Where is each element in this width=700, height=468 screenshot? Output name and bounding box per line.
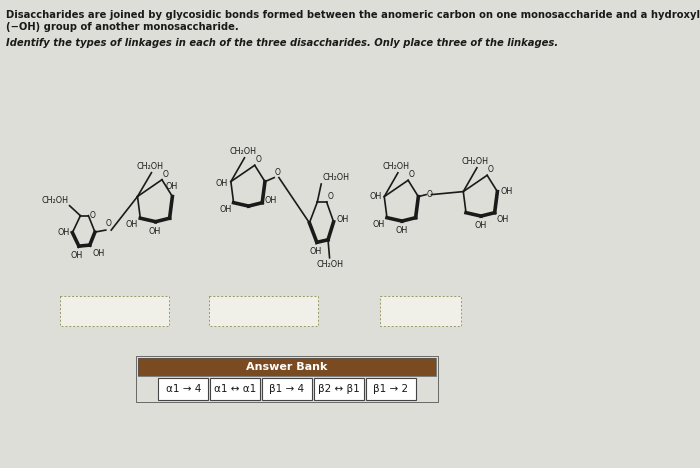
Text: (−OH) group of another monosaccharide.: (−OH) group of another monosaccharide.: [6, 22, 239, 32]
FancyBboxPatch shape: [60, 296, 169, 326]
Text: OH: OH: [126, 220, 138, 229]
Text: OH: OH: [500, 187, 512, 196]
Text: O: O: [488, 165, 494, 174]
Text: α1 ↔ α1: α1 ↔ α1: [214, 384, 256, 394]
Text: OH: OH: [309, 247, 321, 256]
Text: OH: OH: [93, 249, 105, 258]
Text: OH: OH: [265, 196, 277, 205]
Text: OH: OH: [497, 215, 509, 224]
Text: OH: OH: [71, 251, 83, 260]
Text: O: O: [106, 219, 112, 228]
Text: CH₂OH: CH₂OH: [41, 196, 68, 205]
Text: β2 ↔ β1: β2 ↔ β1: [318, 384, 360, 394]
Text: CH₂OH: CH₂OH: [136, 162, 163, 171]
Text: OH: OH: [474, 221, 486, 230]
FancyBboxPatch shape: [210, 378, 260, 400]
Text: OH: OH: [372, 219, 385, 229]
Text: O: O: [427, 190, 433, 199]
FancyBboxPatch shape: [314, 378, 364, 400]
Text: α1 → 4: α1 → 4: [165, 384, 201, 394]
Text: O: O: [275, 168, 281, 176]
Bar: [138, 358, 436, 376]
Text: OH: OH: [337, 215, 349, 224]
Text: OH: OH: [216, 179, 228, 188]
Text: OH: OH: [219, 205, 231, 214]
FancyBboxPatch shape: [209, 296, 318, 326]
Text: O: O: [256, 155, 261, 164]
Text: OH: OH: [58, 228, 70, 237]
FancyBboxPatch shape: [262, 378, 312, 400]
FancyBboxPatch shape: [379, 296, 461, 326]
Text: CH₂OH: CH₂OH: [323, 173, 350, 182]
Text: O: O: [328, 192, 333, 201]
Text: CH₂OH: CH₂OH: [462, 157, 489, 166]
Text: OH: OH: [370, 192, 382, 201]
Text: O: O: [409, 170, 415, 179]
Text: OH: OH: [148, 227, 161, 236]
Text: CH₂OH: CH₂OH: [383, 162, 410, 171]
Text: OH: OH: [165, 182, 177, 190]
Text: CH₂OH: CH₂OH: [230, 147, 256, 156]
Text: Disaccharides are joined by glycosidic bonds formed between the anomeric carbon : Disaccharides are joined by glycosidic b…: [6, 10, 700, 20]
Bar: [136, 356, 438, 402]
Text: Answer Bank: Answer Bank: [246, 362, 328, 372]
FancyBboxPatch shape: [366, 378, 416, 400]
Text: β1 → 4: β1 → 4: [270, 384, 304, 394]
Bar: [138, 358, 436, 376]
Text: O: O: [162, 170, 169, 179]
Text: β1 → 2: β1 → 2: [373, 384, 408, 394]
Text: CH₂OH: CH₂OH: [316, 260, 343, 269]
Text: OH: OH: [395, 226, 407, 235]
Text: O: O: [89, 211, 95, 220]
Text: Identify the types of linkages in each of the three disaccharides. Only place th: Identify the types of linkages in each o…: [6, 38, 559, 48]
FancyBboxPatch shape: [158, 378, 208, 400]
